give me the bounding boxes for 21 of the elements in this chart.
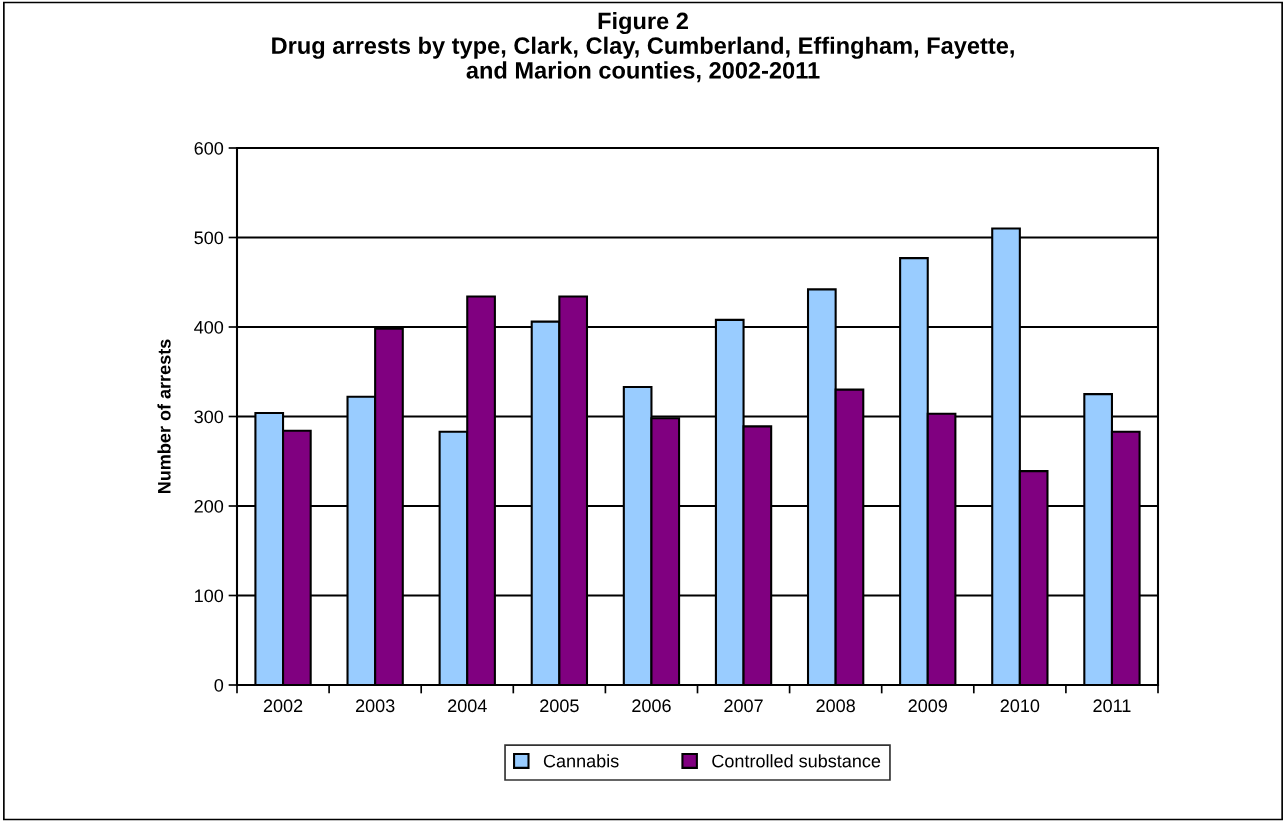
x-tick-label: 2010 — [1000, 699, 1040, 713]
x-tick-label: 2008 — [816, 699, 855, 713]
y-axis-title: Number of arrests — [157, 339, 171, 494]
x-tick-label: 2002 — [263, 699, 303, 713]
x-tick-label: 2004 — [448, 699, 487, 713]
y-tick-label: 400 — [194, 320, 224, 334]
y-tick-label: 100 — [195, 589, 224, 603]
legend-label: Cannabis — [543, 754, 619, 768]
y-tick-label: 600 — [194, 141, 224, 155]
chart-title: Figure 2 Drug arrests by type, Clark, Clay, Cumberland, Effingham, Fayette, and Marion counties, 2002-2011 — [272, 12, 1014, 83]
x-tick-label: 2006 — [632, 699, 671, 713]
y-tick-label: 500 — [194, 231, 224, 245]
x-tick-label: 2011 — [1093, 699, 1131, 713]
x-tick-label: 2003 — [355, 699, 395, 713]
x-tick-label: 2007 — [724, 699, 763, 713]
legend-label: Controlled substance — [712, 754, 881, 768]
y-tick-label: 0 — [214, 678, 224, 692]
x-tick-label: 2005 — [540, 699, 579, 713]
y-tick-label: 300 — [194, 410, 224, 424]
x-tick-label: 2009 — [908, 699, 947, 713]
y-tick-label: 200 — [194, 499, 224, 513]
